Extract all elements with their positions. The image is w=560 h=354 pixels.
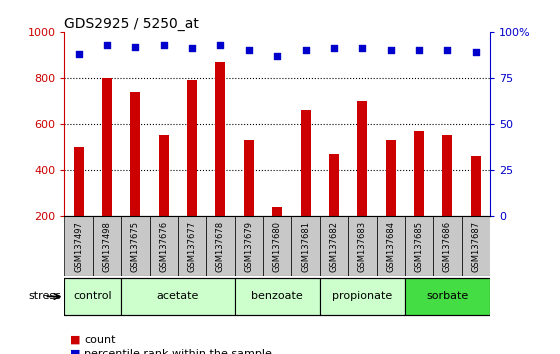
Bar <box>357 101 367 216</box>
Point <box>358 46 367 51</box>
Bar <box>130 92 141 216</box>
Point <box>102 42 111 47</box>
Text: GSM137498: GSM137498 <box>102 221 111 272</box>
Point <box>329 46 338 51</box>
Bar <box>178 216 206 276</box>
Point <box>188 46 197 51</box>
Point <box>159 42 168 47</box>
Bar <box>64 278 121 315</box>
Text: GSM137682: GSM137682 <box>329 221 338 272</box>
Text: percentile rank within the sample: percentile rank within the sample <box>84 349 272 354</box>
Text: propionate: propionate <box>332 291 393 301</box>
Bar <box>471 156 481 216</box>
Point <box>131 44 140 50</box>
Text: control: control <box>73 291 112 301</box>
Bar <box>187 80 197 216</box>
Text: GSM137683: GSM137683 <box>358 221 367 272</box>
Bar <box>329 154 339 216</box>
Bar <box>291 216 320 276</box>
Bar <box>348 216 376 276</box>
Text: sorbate: sorbate <box>426 291 469 301</box>
Bar <box>216 62 226 216</box>
Point <box>301 47 310 53</box>
Text: acetate: acetate <box>157 291 199 301</box>
Bar <box>244 140 254 216</box>
Point <box>74 51 83 57</box>
Bar <box>386 140 396 216</box>
Text: stress: stress <box>29 291 62 301</box>
Text: GSM137677: GSM137677 <box>188 221 197 272</box>
Text: GSM137681: GSM137681 <box>301 221 310 272</box>
Text: GSM137685: GSM137685 <box>414 221 423 272</box>
Text: GSM137686: GSM137686 <box>443 221 452 272</box>
Point <box>414 47 423 53</box>
Bar <box>73 147 83 216</box>
Bar <box>102 78 112 216</box>
Bar <box>121 278 235 315</box>
Text: ■: ■ <box>70 335 81 345</box>
Text: count: count <box>84 335 115 345</box>
Bar <box>414 131 424 216</box>
Bar <box>272 207 282 216</box>
Point <box>244 47 253 53</box>
Text: GSM137680: GSM137680 <box>273 221 282 272</box>
Bar <box>320 216 348 276</box>
Bar <box>150 216 178 276</box>
Point <box>472 49 480 55</box>
Bar <box>263 216 291 276</box>
Point <box>273 53 282 59</box>
Bar <box>442 135 452 216</box>
Text: GSM137679: GSM137679 <box>244 221 253 272</box>
Bar <box>235 278 320 315</box>
Text: ■: ■ <box>70 349 81 354</box>
Text: GDS2925 / 5250_at: GDS2925 / 5250_at <box>64 17 199 31</box>
Point <box>443 47 452 53</box>
Bar <box>206 216 235 276</box>
Bar <box>461 216 490 276</box>
Text: GSM137497: GSM137497 <box>74 221 83 272</box>
Bar <box>235 216 263 276</box>
Bar <box>93 216 121 276</box>
Bar <box>320 278 405 315</box>
Text: GSM137676: GSM137676 <box>159 221 168 272</box>
Bar <box>158 135 169 216</box>
Text: GSM137675: GSM137675 <box>131 221 140 272</box>
Bar <box>376 216 405 276</box>
Bar <box>405 278 490 315</box>
Point <box>216 42 225 47</box>
Text: benzoate: benzoate <box>251 291 303 301</box>
Bar <box>433 216 461 276</box>
Bar <box>64 216 93 276</box>
Point <box>386 47 395 53</box>
Text: GSM137678: GSM137678 <box>216 221 225 272</box>
Text: GSM137687: GSM137687 <box>472 221 480 272</box>
Bar <box>405 216 433 276</box>
Bar <box>121 216 150 276</box>
Bar <box>301 110 311 216</box>
Text: GSM137684: GSM137684 <box>386 221 395 272</box>
